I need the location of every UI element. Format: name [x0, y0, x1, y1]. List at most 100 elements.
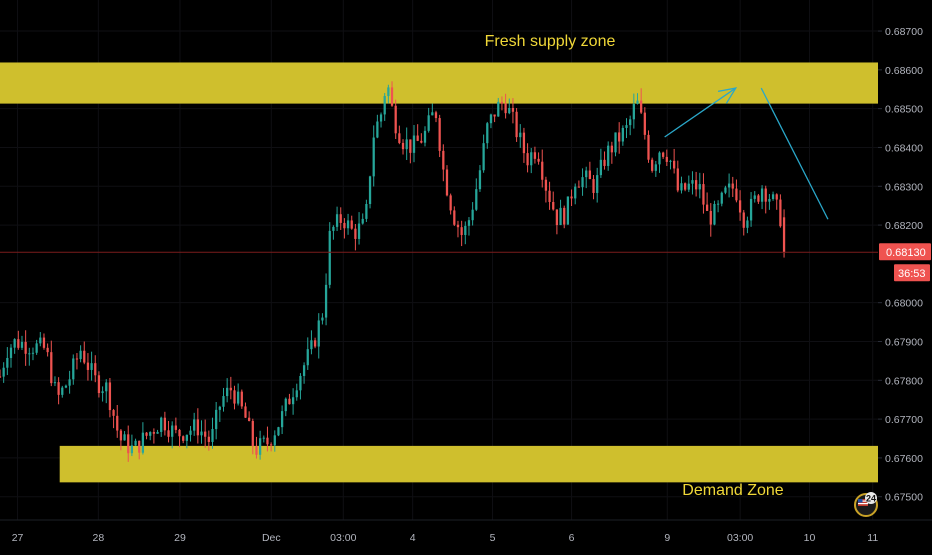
candle-body — [204, 431, 207, 437]
candle-body — [625, 125, 628, 128]
candle-body — [171, 425, 174, 437]
candle-body — [196, 419, 199, 436]
candle-body — [61, 387, 64, 395]
candle-body — [731, 183, 734, 189]
price-tick-label: 0.67800 — [885, 375, 923, 387]
time-tick-label: 5 — [490, 532, 496, 544]
candle-body — [182, 436, 185, 441]
candle-body — [207, 436, 210, 442]
candle-body — [262, 437, 265, 439]
candle-body — [280, 411, 284, 428]
candle-body — [335, 214, 339, 227]
price-tick-label: 0.68200 — [885, 220, 923, 232]
candle-body — [577, 186, 581, 188]
candle-body — [237, 391, 240, 404]
candle-body — [339, 214, 342, 223]
candle-body — [130, 445, 134, 454]
candle-body — [313, 340, 317, 347]
candle-body — [764, 188, 767, 202]
candle-body — [519, 132, 522, 138]
annotations-layer[interactable] — [664, 87, 829, 220]
candle-body — [72, 358, 75, 380]
candle-body — [563, 207, 566, 225]
candle-body — [394, 105, 397, 134]
candle-body — [2, 367, 5, 377]
candle-body — [735, 188, 738, 201]
candle-body — [20, 341, 24, 348]
candle-body — [449, 195, 452, 211]
candle-body — [178, 429, 181, 437]
candle-body — [420, 140, 423, 143]
candle-body — [105, 382, 108, 392]
candle-body — [760, 188, 764, 202]
candle-body — [607, 145, 610, 166]
trend-line[interactable] — [760, 87, 829, 220]
candle-body — [771, 194, 775, 200]
candle-body — [229, 387, 232, 391]
candle-body — [97, 375, 101, 394]
candle-body — [610, 145, 613, 153]
candle-body — [640, 100, 643, 113]
flag-badge-icon[interactable]: 24 — [854, 492, 878, 517]
time-tick-label: 03:00 — [727, 532, 753, 544]
candle-body — [317, 320, 320, 347]
candle-body — [185, 434, 188, 441]
candle-body — [749, 198, 753, 221]
arrow-head-icon[interactable] — [717, 87, 738, 104]
candle-body — [299, 375, 302, 391]
candle-body — [123, 434, 126, 441]
candle-body — [152, 432, 156, 434]
candle-body — [416, 135, 419, 141]
candle-body — [390, 87, 394, 106]
candle-body — [530, 152, 533, 166]
candle-body — [387, 87, 390, 97]
candle-body — [163, 417, 167, 431]
candle-body — [145, 432, 148, 436]
candle-body — [57, 382, 60, 395]
demand-zone-label: Demand Zone — [682, 482, 783, 499]
candle-body — [346, 220, 350, 229]
candle-body — [321, 317, 324, 321]
candle-body — [112, 410, 115, 416]
price-tick-label: 0.68300 — [885, 181, 923, 193]
countdown-badge: 36:53 — [894, 264, 930, 282]
candle-body — [603, 159, 606, 166]
candle-body — [255, 446, 258, 455]
candle-body — [288, 398, 291, 405]
candle-body — [456, 224, 460, 228]
candle-body — [555, 209, 559, 226]
price-tick-label: 0.67700 — [885, 414, 923, 426]
candle-body — [724, 187, 727, 193]
time-axis[interactable]: 27 28 29 Dec 03:00 4 5 6 9 03:00 10 11 — [0, 519, 932, 550]
candle-body — [691, 180, 694, 184]
price-tick-label: 0.68400 — [885, 142, 923, 154]
countdown-value: 36:53 — [898, 268, 926, 280]
candle-body — [588, 170, 592, 180]
candles-layer — [0, 81, 786, 462]
candle-body — [35, 343, 38, 353]
candle-body — [665, 156, 668, 162]
candle-body — [467, 220, 471, 226]
candle-body — [533, 152, 537, 159]
candle-body — [746, 220, 749, 228]
candle-body — [673, 160, 676, 169]
candle-body — [350, 220, 353, 229]
candle-body — [768, 199, 771, 202]
trend-arrow-line[interactable] — [664, 87, 737, 138]
candle-body — [116, 415, 119, 431]
candle-body — [738, 200, 742, 213]
price-tick-label: 0.67600 — [885, 453, 923, 465]
candle-body — [372, 137, 375, 177]
candle-body — [716, 203, 720, 205]
candle-body — [680, 183, 683, 191]
candle-body — [167, 430, 170, 437]
candle-body — [464, 225, 467, 235]
candle-body — [478, 170, 482, 190]
candle-body — [324, 284, 328, 318]
candle-body — [753, 195, 756, 199]
candle-body — [713, 203, 716, 225]
candle-body — [233, 390, 236, 404]
candle-body — [566, 196, 570, 225]
